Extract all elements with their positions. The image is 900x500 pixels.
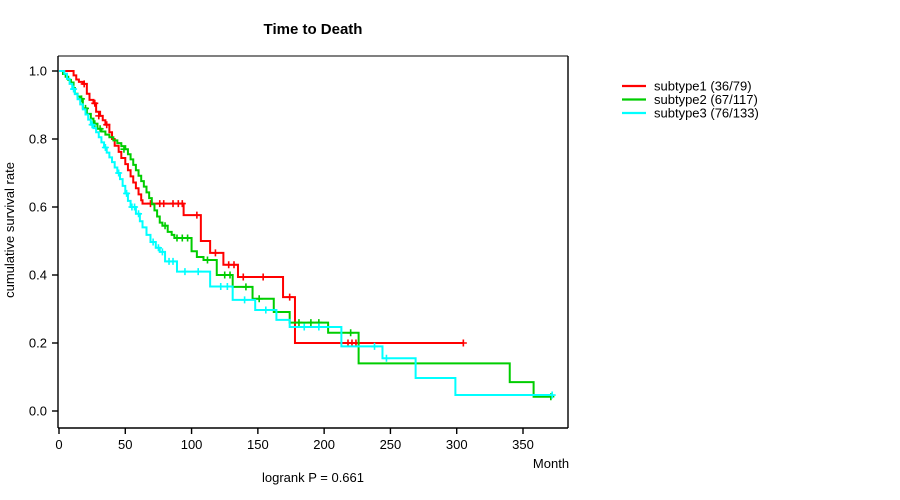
legend-item-1: subtype1 (36/79): [622, 79, 752, 94]
legend-item-2: subtype2 (67/117): [622, 92, 758, 107]
censor-mark: [382, 354, 390, 362]
censor-mark: [259, 273, 267, 281]
censor-mark: [347, 329, 355, 337]
censor-mark: [203, 256, 211, 264]
censor-mark: [96, 125, 104, 133]
censor-mark: [193, 211, 201, 219]
censor-mark: [223, 283, 231, 291]
censor-mark: [181, 268, 189, 276]
censor-mark: [194, 268, 202, 276]
censor-mark: [548, 391, 556, 399]
x-tick-label: 200: [313, 437, 335, 452]
censor-mark: [88, 121, 96, 129]
legend-label: subtype2 (67/117): [654, 92, 758, 107]
censor-mark: [307, 319, 315, 327]
censor-mark: [315, 323, 323, 331]
censor-mark: [103, 121, 111, 129]
series-1: [59, 70, 467, 347]
censor-mark: [211, 249, 219, 257]
censor-mark: [158, 248, 166, 256]
censor-mark: [230, 261, 238, 269]
y-tick-label: 0.4: [29, 268, 47, 283]
series-3: [59, 70, 556, 399]
censor-mark: [160, 200, 168, 208]
censor-mark: [255, 295, 263, 303]
plot-frame: [57, 55, 569, 429]
survival-curve: [59, 70, 551, 398]
censor-mark: [241, 296, 249, 304]
x-tick-label: 350: [512, 437, 534, 452]
censor-mark: [295, 319, 303, 327]
censor-mark: [371, 342, 379, 350]
y-tick-label: 0.0: [29, 404, 47, 419]
censor-mark: [91, 99, 99, 107]
y-tick-label: 1.0: [29, 64, 47, 79]
legend: subtype1 (36/79)subtype2 (67/117)subtype…: [622, 79, 759, 121]
censor-mark: [286, 293, 294, 301]
censor-mark: [161, 222, 169, 230]
censor-mark: [239, 273, 247, 281]
legend-item-3: subtype3 (76/133): [622, 106, 759, 121]
x-tick-label: 100: [181, 437, 203, 452]
censor-mark: [242, 283, 250, 291]
censor-mark: [115, 169, 123, 177]
x-axis-ticks: 0 50 100 150 200 250 300 350: [55, 428, 534, 452]
censor-mark: [123, 189, 131, 197]
censor-mark: [217, 283, 225, 291]
censor-mark: [459, 339, 467, 347]
logrank-pvalue-text: logrank P = 0.661: [262, 470, 364, 485]
censor-mark: [70, 85, 78, 93]
y-tick-label: 0.6: [29, 200, 47, 215]
y-tick-label: 0.2: [29, 336, 47, 351]
censor-mark: [226, 271, 234, 279]
x-axis-label: Month: [533, 456, 569, 471]
x-tick-label: 0: [55, 437, 62, 452]
legend-label: subtype1 (36/79): [654, 79, 752, 94]
survival-curve: [59, 70, 553, 397]
y-axis-label: cumulative survival rate: [2, 162, 17, 298]
x-tick-label: 250: [380, 437, 402, 452]
survival-curve: [59, 70, 464, 344]
censor-mark: [101, 144, 109, 151]
censor-mark: [262, 306, 270, 314]
censor-mark: [95, 112, 103, 120]
censor-mark: [149, 238, 157, 246]
censor-mark: [154, 244, 162, 252]
censor-mark: [131, 203, 139, 211]
censor-mark: [184, 234, 192, 242]
censor-mark: [120, 145, 128, 153]
censor-mark: [300, 323, 308, 331]
chart-title: Time to Death: [264, 21, 363, 38]
x-tick-label: 150: [247, 437, 269, 452]
survival-curves: [59, 70, 556, 401]
y-axis-ticks: 1.0 0.8 0.6 0.4 0.2 0.0: [29, 64, 58, 419]
x-tick-label: 300: [446, 437, 468, 452]
censor-mark: [169, 257, 177, 265]
y-tick-label: 0.8: [29, 132, 47, 147]
censor-mark: [178, 200, 186, 208]
legend-label: subtype3 (76/133): [654, 106, 759, 121]
censor-mark: [80, 80, 88, 88]
censor-mark: [135, 210, 143, 218]
x-tick-label: 50: [118, 437, 132, 452]
series-2: [59, 70, 555, 401]
